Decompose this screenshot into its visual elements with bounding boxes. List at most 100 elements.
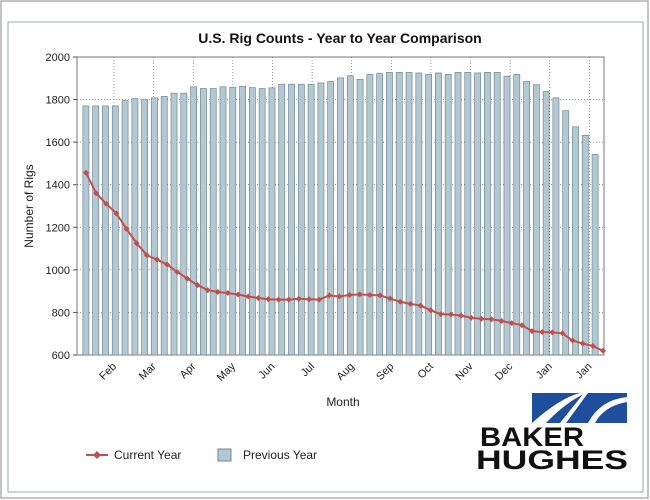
previous-year-bar <box>248 87 256 356</box>
current-year-point <box>204 287 211 294</box>
previous-year-bar <box>405 71 413 356</box>
previous-year-bar <box>425 74 433 356</box>
current-year-line-path <box>85 172 604 352</box>
previous-year-bar <box>435 72 442 356</box>
y-tick-label: 1200 <box>46 222 70 234</box>
previous-year-bar <box>82 105 90 356</box>
legend-current-swatch-marker <box>93 451 101 459</box>
current-year-point <box>275 296 282 303</box>
current-year-point <box>245 293 252 300</box>
previous-year-bar <box>572 126 579 356</box>
y-axis-title: Number of Rigs <box>22 164 36 247</box>
current-year-line <box>83 169 606 354</box>
previous-year-bar <box>493 71 501 356</box>
y-tick-label: 800 <box>52 307 70 319</box>
current-year-point <box>458 312 465 319</box>
current-year-point <box>559 330 566 337</box>
current-year-point <box>397 298 404 305</box>
y-tick-label: 1400 <box>46 180 70 192</box>
legend-current-label: Current Year <box>114 448 181 462</box>
current-year-point <box>103 200 110 207</box>
current-year-point <box>376 292 383 299</box>
previous-year-bar <box>346 75 354 356</box>
previous-year-bar <box>229 86 237 356</box>
previous-year-bar <box>581 134 589 356</box>
legend-previous-label: Previous Year <box>243 448 317 462</box>
current-year-point <box>508 320 515 327</box>
previous-year-bar <box>131 98 139 356</box>
previous-year-bar <box>386 71 393 356</box>
y-tick-label: 1600 <box>46 137 70 149</box>
current-year-point <box>529 328 536 335</box>
previous-year-bar <box>356 78 364 356</box>
previous-year-bar <box>532 84 540 356</box>
current-year-point <box>306 296 313 303</box>
previous-year-bar <box>395 71 403 356</box>
current-year-point <box>265 296 272 303</box>
y-tick-label: 600 <box>52 350 70 362</box>
y-tick-label: 1000 <box>46 265 70 277</box>
current-year-point <box>346 291 353 298</box>
current-year-point <box>255 294 262 301</box>
previous-year-bar <box>258 88 266 356</box>
previous-year-bar <box>278 83 286 356</box>
previous-year-bar <box>484 71 491 356</box>
current-year-point <box>478 315 485 322</box>
current-year-point <box>549 329 556 336</box>
previous-year-bar <box>200 88 207 356</box>
current-year-point <box>387 295 394 302</box>
previous-year-bar <box>141 99 149 356</box>
current-year-point <box>539 329 546 336</box>
current-year-point <box>356 291 363 298</box>
current-year-point <box>133 240 140 247</box>
previous-year-bar <box>111 105 119 356</box>
current-year-point <box>285 296 292 303</box>
current-year-point <box>518 322 525 329</box>
previous-year-bar <box>454 71 462 356</box>
previous-year-bar <box>160 96 168 356</box>
previous-year-bar <box>102 105 109 356</box>
y-tick-label: 1800 <box>46 95 70 107</box>
previous-year-bar <box>562 110 570 356</box>
previous-year-bar <box>474 72 481 356</box>
current-year-point <box>194 282 201 289</box>
current-year-point <box>113 210 120 217</box>
current-year-point <box>447 311 454 318</box>
previous-year-bar <box>92 105 100 356</box>
previous-year-bar <box>503 75 511 356</box>
y-axis-ticks: 600 800 1000 1200 1400 1600 1800 2000 <box>46 52 77 362</box>
previous-year-bar <box>268 87 276 356</box>
previous-year-bar <box>337 77 344 356</box>
current-year-point <box>143 252 150 259</box>
baker-hughes-logo: BAKER HUGHES <box>476 393 628 475</box>
previous-year-bar <box>415 72 423 356</box>
previous-year-bar <box>464 71 472 356</box>
current-year-point <box>417 302 424 309</box>
current-year-point <box>468 314 475 321</box>
logo-text-baker: BAKER <box>480 422 584 452</box>
current-year-point <box>589 343 596 350</box>
current-year-point <box>123 225 130 232</box>
current-year-point <box>164 261 171 268</box>
previous-year-bar <box>513 74 521 356</box>
previous-year-bar <box>523 81 530 356</box>
previous-year-bar <box>288 83 295 356</box>
current-year-point <box>498 317 505 324</box>
current-year-point <box>437 311 444 318</box>
current-year-point <box>579 340 586 347</box>
previous-year-bar <box>209 88 217 356</box>
previous-year-bar <box>151 97 158 356</box>
previous-year-bar <box>317 82 325 356</box>
logo-emblem-arc-left <box>532 393 586 423</box>
current-year-point <box>600 347 606 354</box>
current-year-point <box>184 275 191 282</box>
previous-year-bar <box>170 92 178 356</box>
logo-emblem-arc-right <box>588 397 627 423</box>
previous-year-bar <box>327 81 335 356</box>
previous-year-bar <box>366 74 374 356</box>
current-year-point <box>214 288 221 295</box>
current-year-point <box>153 256 160 263</box>
chart-title: U.S. Rig Counts - Year to Year Compariso… <box>198 30 481 46</box>
previous-year-bar <box>552 97 560 356</box>
